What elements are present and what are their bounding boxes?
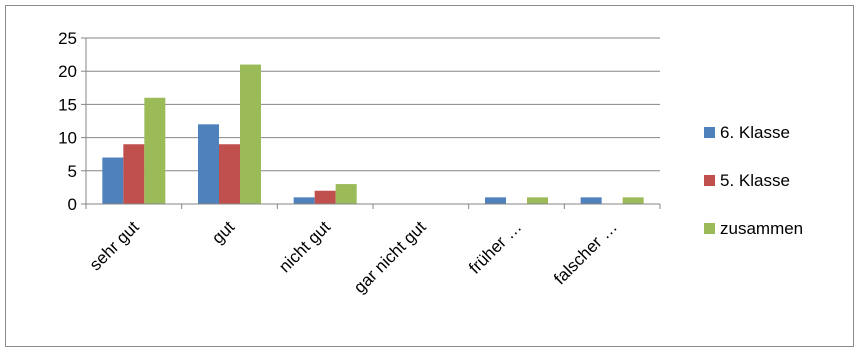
legend-label: 5. Klasse [720,171,790,190]
bar-5-klasse [219,144,240,204]
y-tick-label: 5 [68,162,77,181]
gridlines [86,37,660,172]
bar-6-klasse [485,197,506,204]
bar-zusammen [144,97,166,204]
y-tick-label: 20 [58,62,77,81]
legend-swatch [704,175,715,186]
bar-6-klasse [198,124,219,204]
legend-swatch [704,223,715,234]
axes [81,37,661,209]
bar-5-klasse [123,144,145,204]
y-tick-label: 15 [58,95,77,114]
bar-zusammen [527,197,548,204]
bar-zusammen [622,197,644,204]
legend-label: zusammen [720,219,803,238]
bar-zusammen [240,64,261,204]
bar-5-klasse [314,190,336,204]
legend-label: 6. Klasse [720,123,790,142]
bar-zusammen [335,184,357,204]
bar-6-klasse [293,197,315,204]
legend-swatch [704,127,715,138]
bars [102,64,644,204]
bar-6-klasse [580,197,602,204]
y-tick-label: 25 [58,29,77,48]
legend: 6. Klasse 5. Klasse zusammen [704,123,803,238]
y-tick-label: 0 [68,195,77,214]
bar-6-klasse [102,157,124,204]
y-tick-labels: 0 5 10 15 20 25 [58,29,77,214]
y-tick-label: 10 [58,129,77,148]
